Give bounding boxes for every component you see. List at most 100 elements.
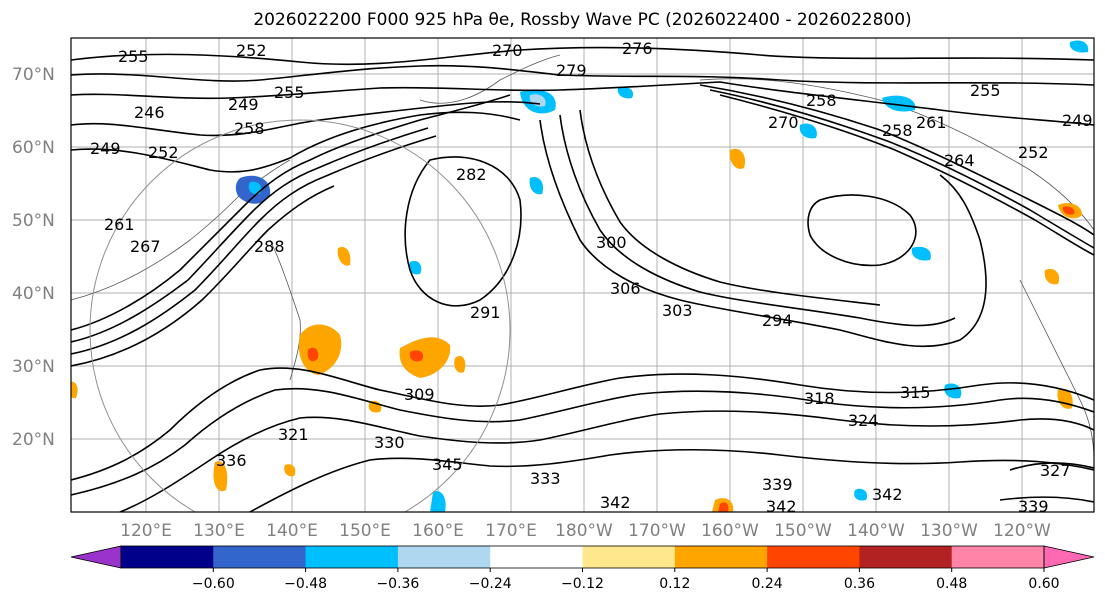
light-blue-anomaly [882,95,916,112]
contour-label: 294 [762,311,793,330]
contour-label: 258 [806,91,837,110]
contour-label: 291 [470,303,501,322]
contour-label: 258 [882,121,913,140]
colorbar-tick-label: 0.24 [752,576,783,592]
contour-label: 303 [662,301,693,320]
orange-anomaly [729,148,746,169]
lon-label: 160°W [701,521,759,541]
colorbar-tick-label: 0.12 [659,576,690,592]
contour-label: 270 [492,41,523,60]
light-blue-anomaly [854,488,868,501]
colorbar-bin [397,546,491,568]
contour-label: 249 [228,95,259,114]
contour-label: 252 [148,143,179,162]
contour-label: 339 [762,475,793,494]
contour-label: 342 [872,485,903,504]
colorbar-extend-max [1043,545,1095,569]
contour-label: 315 [900,383,931,402]
latitude-axis: 70°N 60°N 50°N 40°N 30°N 20°N [12,65,55,450]
longitude-axis: 120°E 130°E 140°E 150°E 160°E 170°E 180°… [120,521,1051,541]
orange-anomaly [213,461,228,492]
orange-anomaly [298,324,342,375]
light-blue-anomaly [408,260,422,275]
contour-label: 261 [916,113,947,132]
contour-label: 249 [90,139,121,158]
contour-label: 330 [374,433,405,452]
theta-e-contours [71,46,1094,512]
colorbar-tick-label: −0.24 [469,576,512,592]
contour-label: 252 [1018,143,1049,162]
contour-label: 333 [530,469,561,488]
contour-label: 246 [134,103,165,122]
contour-label: 336 [216,451,247,470]
colorbar: −0.60 −0.48 −0.36 −0.24 −0.12 0.12 0.24 0.36 0.4… [70,545,1095,592]
light-blue-anomaly [799,123,817,139]
orange-anomaly [1044,268,1060,285]
contour-label: 321 [278,425,309,444]
contour-label: 342 [600,493,631,512]
light-blue-anomaly [911,246,931,261]
lon-label: 130°E [193,521,245,541]
graticule [71,38,1094,512]
colorbar-bin [674,546,768,568]
lat-label: 30°N [12,357,55,377]
colorbar-tick-label: −0.60 [192,576,235,592]
lon-label: 120°E [120,521,172,541]
map-title: 2026022200 F000 925 hPa θe, Rossby Wave … [253,10,912,30]
lat-label: 70°N [12,65,55,85]
contour-label: 342 [766,497,797,516]
colorbar-tick-label: 0.60 [1028,576,1059,592]
colorbar-bin [305,546,399,568]
colorbar-bin [859,546,953,568]
orange-anomaly [71,381,78,399]
colorbar-bin [582,546,676,568]
colorbar-tick-label: −0.48 [284,576,327,592]
contour-label: 261 [104,215,135,234]
light-blue-anomaly [617,87,634,99]
colorbar-bin [490,546,583,568]
contour-label: 345 [432,455,463,474]
lon-label: 150°E [339,521,391,541]
lon-label: 170°W [628,521,686,541]
contour-label: 255 [970,81,1001,100]
contour-label: 279 [556,61,587,80]
red-anomaly [409,350,424,362]
red-anomaly [1062,206,1075,215]
contour-label: 309 [404,385,435,404]
contour-labels: 255 252 270 276 279 246 249 255 258 270 … [90,39,1093,516]
contour-label: 252 [236,41,267,60]
light-blue-anomaly [529,176,544,195]
reference-circle [89,119,511,512]
contour-label: 324 [848,411,879,430]
colorbar-tick-label: −0.12 [561,576,604,592]
lon-label: 130°W [920,521,978,541]
lon-label: 160°E [412,521,464,541]
contour-label: 270 [768,113,799,132]
lon-label: 150°W [774,521,832,541]
orange-anomaly [454,355,466,373]
lat-label: 50°N [12,211,55,231]
contour-label: 339 [1018,497,1049,516]
red-anomaly [718,502,729,512]
contour-label: 327 [1040,461,1071,480]
map-background [71,38,1094,512]
lon-label: 180°W [555,521,613,541]
contour-label: 255 [118,47,149,66]
map-frame [70,37,1095,513]
lat-label: 20°N [12,430,55,450]
contour-label: 264 [944,151,975,170]
lat-label: 40°N [12,284,55,304]
colorbar-bin [121,546,214,568]
lat-label: 60°N [12,138,55,158]
colorbar-bin [213,546,307,568]
lon-label: 170°E [485,521,537,541]
colorbar-tick-label: −0.36 [376,576,419,592]
contour-label: 276 [622,39,653,58]
light-blue-anomaly [1069,40,1089,53]
light-blue-anomaly [248,181,262,195]
contour-label: 282 [456,165,487,184]
contour-label: 306 [610,279,641,298]
orange-anomaly [337,246,351,266]
contour-label: 255 [274,83,305,102]
